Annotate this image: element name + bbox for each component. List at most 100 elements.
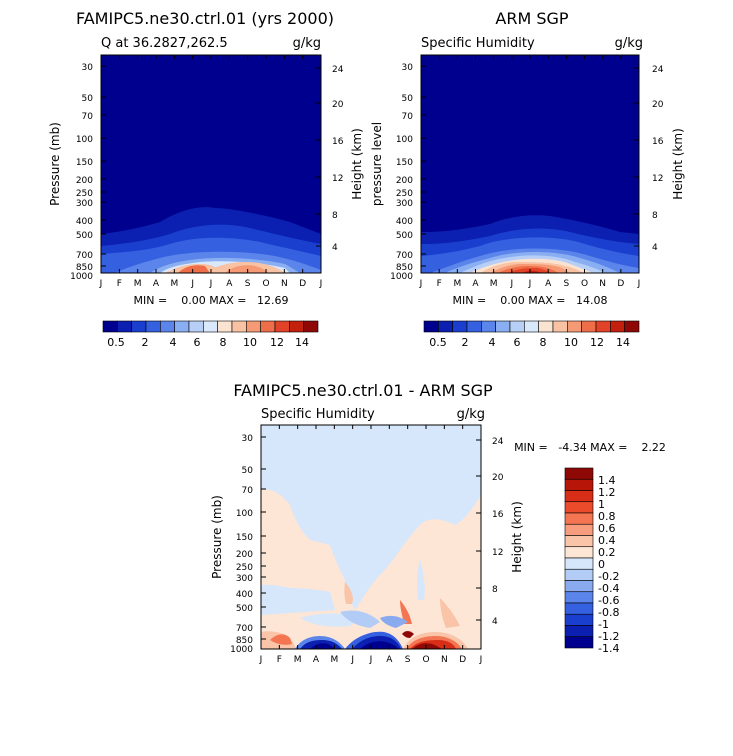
p2-xtick-11: D [617,279,624,289]
panel3-ylabel: Pressure (mb) [210,495,224,579]
p3-colorbar-swatch-1 [564,478,594,491]
p1-ytick-300: 300 [76,199,93,209]
p2-ytick-850: 850 [396,263,413,273]
p1-xtick-3: A [153,279,160,289]
p2-ytick-70: 70 [402,112,414,122]
panel3-ylabel-right: Height (km) [510,501,524,572]
p3-xtick-3: A [313,655,320,665]
p1-ytick-500: 500 [76,231,93,241]
panel2-ylabel-right: Height (km) [671,128,685,199]
p2-cb-label-7: 14 [616,336,630,349]
panel1-y-ticks: 30 50 70 100 150 200 250 300 400 500 700… [70,63,93,282]
p1-ytick-700: 700 [76,251,93,261]
p1-colorbar-swatch-3 [145,320,161,333]
p3-cb-label-5: 0.4 [598,534,616,547]
p2-ytick-150: 150 [396,158,413,168]
p2-colorbar-swatch-8 [538,320,554,333]
panel3-colorbar-labels: 1.4 1.2 1 0.8 0.6 0.4 0.2 0 -0.2 -0.4 -0… [598,474,619,655]
p2-cb-label-6: 12 [590,336,604,349]
p2-rtick-20: 20 [652,100,664,110]
p3-xtick-7: A [386,655,393,665]
panel2-yright-ticks: 24 20 16 12 8 4 [652,65,664,253]
p2-ytick-100: 100 [396,135,413,145]
p1-ytick-50: 50 [82,94,94,104]
panel1-units: g/kg [293,36,321,51]
p2-cb-label-3: 6 [514,336,521,349]
p2-xtick-2: M [453,279,461,289]
panel1-minmax: MIN = 0.00 MAX = 12.69 [134,294,289,307]
p1-colorbar-swatch-5 [174,320,190,333]
p2-xtick-3: A [472,279,479,289]
p1-ytick-70: 70 [82,112,94,122]
p2-ytick-200: 200 [396,176,413,186]
panel2-units: g/kg [615,36,643,51]
p3-colorbar-swatch-3 [564,501,594,514]
p3-colorbar-swatch-15 [564,636,594,649]
panel2-y-tickmarks [421,65,639,267]
panel2-field [421,55,639,273]
p3-rtick-4: 4 [492,617,498,627]
p2-colorbar-swatch-3 [466,320,482,333]
p3-ytick-400: 400 [236,590,253,600]
p1-xtick-0: J [99,279,103,289]
p3-rtick-8: 8 [492,585,498,595]
p2-rtick-4: 4 [652,243,658,253]
p1-xtick-9: O [262,279,269,289]
p2-xtick-7: A [545,279,552,289]
p1-cb-label-1: 2 [142,336,149,349]
p1-xtick-2: M [134,279,142,289]
p3-ytick-850: 850 [236,636,253,646]
p3-ytick-1000: 1000 [230,645,253,655]
p1-rtick-24: 24 [332,65,344,75]
p1-xtick-12: J [319,279,323,289]
panel2-colorbar [423,320,640,333]
p3-colorbar-swatch-7 [564,546,594,559]
p2-rtick-12: 12 [652,174,663,184]
p2-xtick-12: J [637,279,641,289]
p1-cb-label-7: 14 [295,336,309,349]
p3-cb-label-4: 0.6 [598,522,616,535]
p3-colorbar-swatch-6 [564,535,594,548]
p3-xtick-10: N [441,655,448,665]
p3-colorbar-swatch-10 [564,580,594,593]
p3-rtick-24: 24 [492,437,504,447]
panel2-subtitle: Specific Humidity [421,36,535,51]
panel1-ylabel-right: Height (km) [350,128,364,199]
p1-colorbar-swatch-4 [160,320,175,333]
panel3-subtitle: Specific Humidity [261,407,375,422]
p1-colorbar-swatch-7 [203,320,218,333]
p1-cb-label-2: 4 [170,336,177,349]
p2-colorbar-swatch-10 [567,320,582,333]
panel2-ylabel: pressure level [370,122,384,206]
p1-cb-label-4: 8 [220,336,227,349]
p2-ytick-300: 300 [396,199,413,209]
p2-xtick-0: J [419,279,423,289]
p2-ytick-500: 500 [396,231,413,241]
p2-xtick-1: F [437,279,442,289]
p1-xtick-1: F [117,279,122,289]
p2-colorbar-swatch-6 [509,320,525,333]
p1-cb-label-3: 6 [194,336,201,349]
p1-cb-label-0: 0.5 [107,336,125,349]
panel-model: FAMIPC5.ne30.ctrl.01 (yrs 2000) Q at 36.… [48,9,364,349]
p2-xtick-4: M [490,279,498,289]
p3-xtick-11: D [459,655,466,665]
p1-ytick-250: 250 [76,189,93,199]
p3-colorbar-swatch-4 [564,512,594,525]
panel2-minmax: MIN = 0.00 MAX = 14.08 [453,294,608,307]
p3-ytick-700: 700 [236,624,253,634]
p2-ytick-1000: 1000 [390,272,413,282]
p2-xtick-6: J [528,279,532,289]
p3-ytick-70: 70 [242,486,254,496]
p3-xtick-8: S [405,655,411,665]
p3-ytick-250: 250 [236,563,253,573]
p3-cb-label-1: 1.2 [598,486,616,499]
p2-cb-label-1: 2 [462,336,469,349]
p1-cb-label-6: 12 [270,336,284,349]
p2-xtick-8: S [563,279,569,289]
p2-cb-label-5: 10 [564,336,578,349]
panel-obs: ARM SGP Specific Humidity g/kg 30 50 70 … [370,9,685,349]
p1-colorbar-swatch-8 [217,320,233,333]
p3-xtick-6: J [369,655,373,665]
